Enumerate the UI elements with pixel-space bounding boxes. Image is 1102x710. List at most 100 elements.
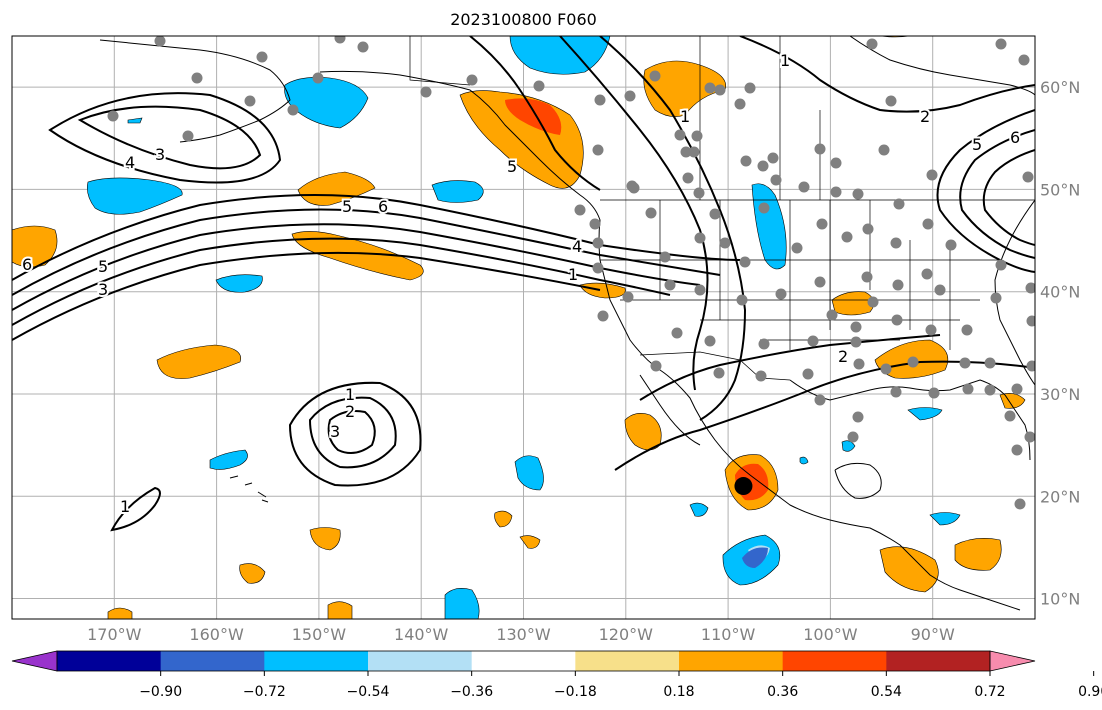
contour-label: 5 [507,157,517,176]
station-dot [847,431,859,443]
latitude-tick-label: 20°N [1040,487,1080,506]
station-dot [984,384,996,396]
station-dot [589,218,601,230]
map-title: 2023100800 F060 [450,10,597,29]
station-dot [853,358,865,370]
station-dot [334,36,346,44]
station-dot [826,309,838,321]
station-dot [990,292,1002,304]
positive-region-central-america-1 [879,546,939,593]
station-dot [704,82,716,94]
longitude-tick-label: 140°W [394,625,449,644]
station-dot [892,279,904,291]
station-dot [758,338,770,350]
station-dot [926,169,938,181]
station-dot [814,276,826,288]
colorbar-segment [264,651,369,671]
station-dot [921,268,933,280]
longitude-tick-label: 150°W [292,625,347,644]
station-dot [691,130,703,142]
dark-negative-region-sw [742,547,768,568]
contour-small-loop [110,486,161,532]
station-dot [734,98,746,110]
station-dot [594,94,606,106]
station-dot [466,74,478,86]
station-dot [1011,444,1023,456]
colorbar-segment [471,651,576,671]
negative-region-pacific-small [215,274,263,293]
station-dot [852,188,864,200]
station-dot [533,80,545,92]
station-dot [739,256,751,268]
colorbar-extend-right [989,650,1036,672]
station-dot [688,146,700,158]
longitude-tick-label: 110°W [701,625,756,644]
latitude-tick-label: 60°N [1040,78,1080,97]
colorbar-extend-left [11,650,58,672]
station-dot [841,231,853,243]
station-dot [928,387,940,399]
colorbar-tick-label: −0.90 [139,684,182,700]
contour-label: 6 [22,255,32,274]
contour-trough-1 [559,36,709,391]
station-dot [1026,360,1035,372]
positive-region-small-2 [239,563,266,584]
contour-label: 3 [155,145,165,164]
colorbar-tick-label: −0.54 [347,684,390,700]
positive-region-central-america-2 [954,538,1002,571]
positive-region-west-pacific [12,225,58,268]
station-dot [1018,54,1030,66]
coastline-alaska [99,39,291,143]
station-dot [659,251,671,263]
positive-region-small-3 [494,510,513,528]
station-dot [740,155,752,167]
colorbar-segment [782,651,887,671]
colorbar-frame [56,650,991,672]
contour-jet-band-4 [12,237,671,326]
station-dot [767,152,779,164]
station-dot [885,95,897,107]
colorbar-tick-label: 0.54 [871,684,902,700]
station-dot [807,335,819,347]
station-dot [1014,498,1026,510]
station-dot [1025,282,1035,294]
station-dot [984,357,996,369]
contour-label: 2 [920,107,930,126]
contour-label: 1 [568,265,578,284]
station-dot [775,288,787,300]
station-dot [182,130,194,142]
station-dot [244,95,256,107]
station-dot [719,237,731,249]
station-dot [945,239,957,251]
latitude-tick-label: 30°N [1040,385,1080,404]
negative-region-central-pacific [514,455,544,491]
station-dot [852,411,864,423]
positive-region-small-4 [519,535,541,549]
station-dot [287,104,299,116]
station-dot [693,187,705,199]
station-dot [1011,383,1023,395]
coastline-gulf-of-mexico [789,379,1031,461]
station-dot [1024,431,1035,443]
latitude-tick-label: 50°N [1040,180,1080,199]
coastline-yucatan [834,462,882,499]
station-dot [925,324,937,336]
station-dot [890,237,902,249]
contour-east-trough-3 [982,149,1035,246]
station-dot [714,84,726,96]
station-dot [791,242,803,254]
station-dot [312,72,324,84]
station-dot [798,181,810,193]
station-dot [694,284,706,296]
station-dot [995,259,1007,271]
negative-region-hawaii [209,449,248,470]
contour-jet-band-1 [12,194,741,281]
colorbar-segment [886,651,991,671]
latitude-tick-labels: 60°N 50°N 40°N 30°N 20°N 10°N [1040,78,1080,608]
positive-region-small-7 [107,607,133,619]
contour-label: 2 [345,402,355,421]
contour-jet-band-2 [12,208,721,296]
colorbar-tick-label: −0.72 [243,684,286,700]
colorbar-tick-labels: −0.90 −0.72 −0.54 −0.36 −0.18 0.18 0.36 0.54 0.7… [139,671,1102,700]
